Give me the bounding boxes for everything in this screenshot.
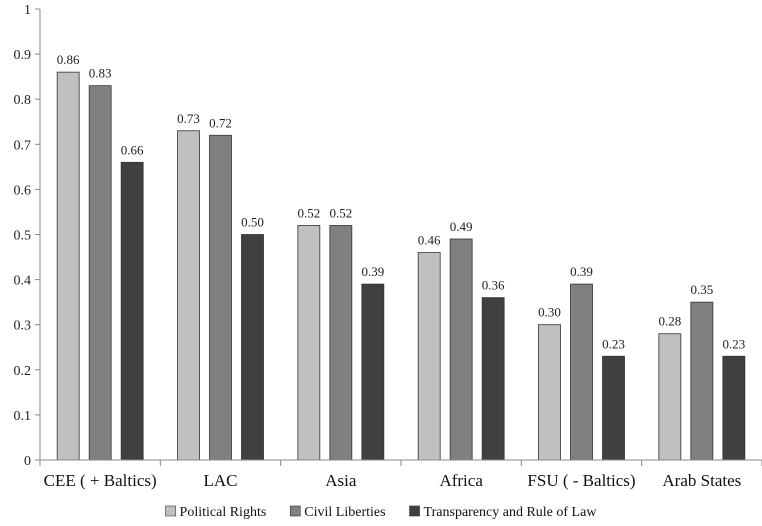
y-tick-label: 0.3 [14, 319, 32, 334]
bar [120, 161, 144, 461]
x-tick-label: Arab States [662, 471, 741, 490]
y-axis: 0 0.1 0.2 0.3 0.4 0.5 0.6 0.7 0.8 0.9 1 [14, 3, 41, 469]
y-tick-label: 0.8 [14, 93, 32, 108]
data-label: 0.46 [418, 233, 441, 248]
y-tick-label: 1 [24, 3, 31, 18]
data-label: 0.28 [658, 314, 681, 329]
bar [361, 283, 385, 461]
data-label: 0.49 [450, 219, 473, 234]
bar [570, 283, 593, 461]
data-label: 0.52 [297, 205, 320, 220]
data-label: 0.66 [121, 142, 144, 157]
y-tick-label: 0.2 [14, 364, 32, 379]
data-label: 0.23 [722, 336, 745, 351]
y-tick-label: 0.6 [14, 183, 32, 198]
data-label: 0.35 [690, 282, 713, 297]
legend-swatch [409, 505, 420, 517]
bar [297, 225, 321, 461]
x-tick-label: FSU ( - Baltics) [527, 471, 635, 490]
legend-item: Civil Liberties [289, 505, 386, 520]
bar [722, 355, 746, 461]
legend-label: Civil Liberties [304, 505, 385, 520]
legend: Political Rights Civil Liberties Transpare… [165, 505, 598, 520]
legend-label: Political Rights [180, 505, 267, 520]
legend-swatch [289, 505, 301, 517]
data-labels: 0.86 0.83 0.66 0.73 0.72 0.50 0.52 0.52 0.39 0.46… [57, 52, 745, 351]
y-tick-label: 0.7 [14, 138, 32, 153]
y-tick-label: 0.5 [14, 229, 32, 244]
legend-item: Transparency and Rule of Law [409, 505, 598, 520]
bar [538, 324, 561, 461]
bar [602, 355, 625, 461]
data-label: 0.50 [241, 215, 264, 230]
bar [241, 234, 264, 461]
x-tick-label: CEE ( + Baltics) [44, 471, 157, 490]
data-label: 0.83 [89, 66, 112, 81]
data-label: 0.52 [329, 205, 352, 220]
data-label: 0.39 [361, 264, 384, 279]
bar [417, 252, 441, 461]
y-tick-label: 0.4 [14, 274, 32, 289]
data-label: 0.86 [57, 52, 80, 67]
x-tick-label: Africa [439, 471, 483, 490]
legend-swatch [165, 505, 176, 517]
data-label: 0.36 [482, 278, 505, 293]
bars [56, 71, 746, 461]
legend-label: Transparency and Rule of Law [424, 505, 598, 520]
bar [449, 238, 473, 461]
y-tick-label: 0.9 [14, 48, 32, 63]
data-label: 0.73 [177, 111, 200, 126]
bar [690, 301, 714, 461]
bar [177, 130, 200, 461]
bar [88, 85, 112, 461]
bar [209, 134, 232, 461]
legend-item: Political Rights [165, 505, 267, 520]
data-label: 0.23 [602, 336, 625, 351]
bar [329, 225, 353, 461]
y-tick-label: 0.1 [14, 409, 32, 424]
data-label: 0.72 [209, 115, 232, 130]
x-tick-label: LAC [204, 471, 238, 490]
bar [481, 297, 505, 461]
bar [56, 71, 80, 461]
y-tick-label: 0 [24, 454, 31, 469]
bar [658, 333, 682, 461]
x-axis: CEE ( + Baltics) LAC Asia Africa FSU ( - Bal… [39, 459, 762, 490]
data-label: 0.30 [538, 305, 561, 320]
data-label: 0.39 [570, 264, 593, 279]
x-tick-label: Asia [325, 471, 357, 490]
